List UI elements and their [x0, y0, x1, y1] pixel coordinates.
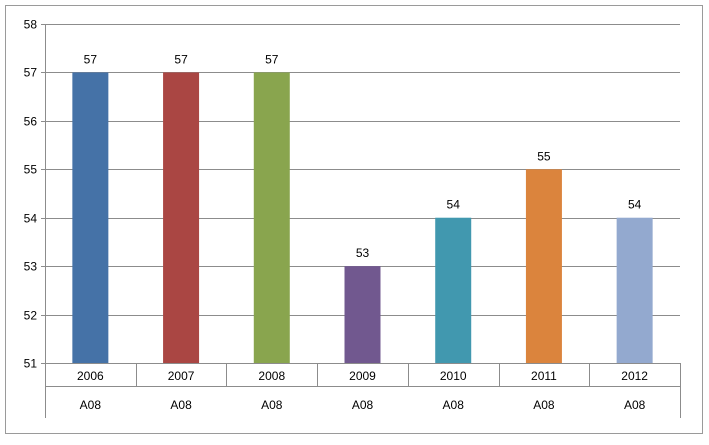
- bars: [72, 72, 653, 363]
- data-label: 53: [356, 246, 370, 260]
- y-tick-label: 56: [24, 115, 38, 129]
- bar-2010: [435, 217, 472, 363]
- x-tick-label: 2009: [349, 369, 376, 383]
- x-group-label: A08: [80, 398, 102, 412]
- x-group-label: A08: [352, 398, 374, 412]
- data-label: 54: [628, 198, 642, 212]
- x-group-label: A08: [170, 398, 192, 412]
- x-axis: 2006 A08 2007 A08 2008 A08 2009 A08 2010 A08 2011 A…: [41, 363, 681, 418]
- x-group-label: A08: [533, 398, 555, 412]
- x-tick-label: 2010: [440, 369, 467, 383]
- y-tick-label: 57: [24, 66, 38, 80]
- bar-2006: [72, 72, 109, 363]
- y-tick-label: 53: [24, 260, 38, 274]
- x-tick-label: 2008: [258, 369, 285, 383]
- bar-2007: [163, 72, 200, 363]
- data-label: 57: [174, 52, 188, 66]
- bar-2011: [525, 169, 562, 363]
- data-label: 55: [537, 149, 551, 163]
- y-tick-label: 54: [24, 212, 38, 226]
- x-tick-label: 2012: [621, 369, 648, 383]
- x-group-label: A08: [261, 398, 283, 412]
- x-tick-label: 2006: [77, 369, 104, 383]
- x-group-label: A08: [624, 398, 646, 412]
- bar-2012: [616, 217, 653, 363]
- data-labels: 57 57 57 53 54 55 54: [84, 52, 642, 260]
- bar-2008: [253, 72, 290, 363]
- y-tick-label: 55: [24, 163, 38, 177]
- x-tick-label: 2007: [168, 369, 195, 383]
- data-label: 54: [447, 198, 461, 212]
- data-label: 57: [265, 52, 279, 66]
- y-tick-label: 52: [24, 309, 38, 323]
- y-tick-label: 58: [24, 18, 38, 32]
- data-label: 57: [84, 52, 98, 66]
- x-tick-label: 2011: [531, 369, 557, 383]
- x-group-label: A08: [443, 398, 465, 412]
- y-axis: 51 52 53 54 55 56 57 58: [24, 18, 46, 371]
- y-tick-label: 51: [24, 357, 38, 371]
- bar-2009: [344, 266, 381, 363]
